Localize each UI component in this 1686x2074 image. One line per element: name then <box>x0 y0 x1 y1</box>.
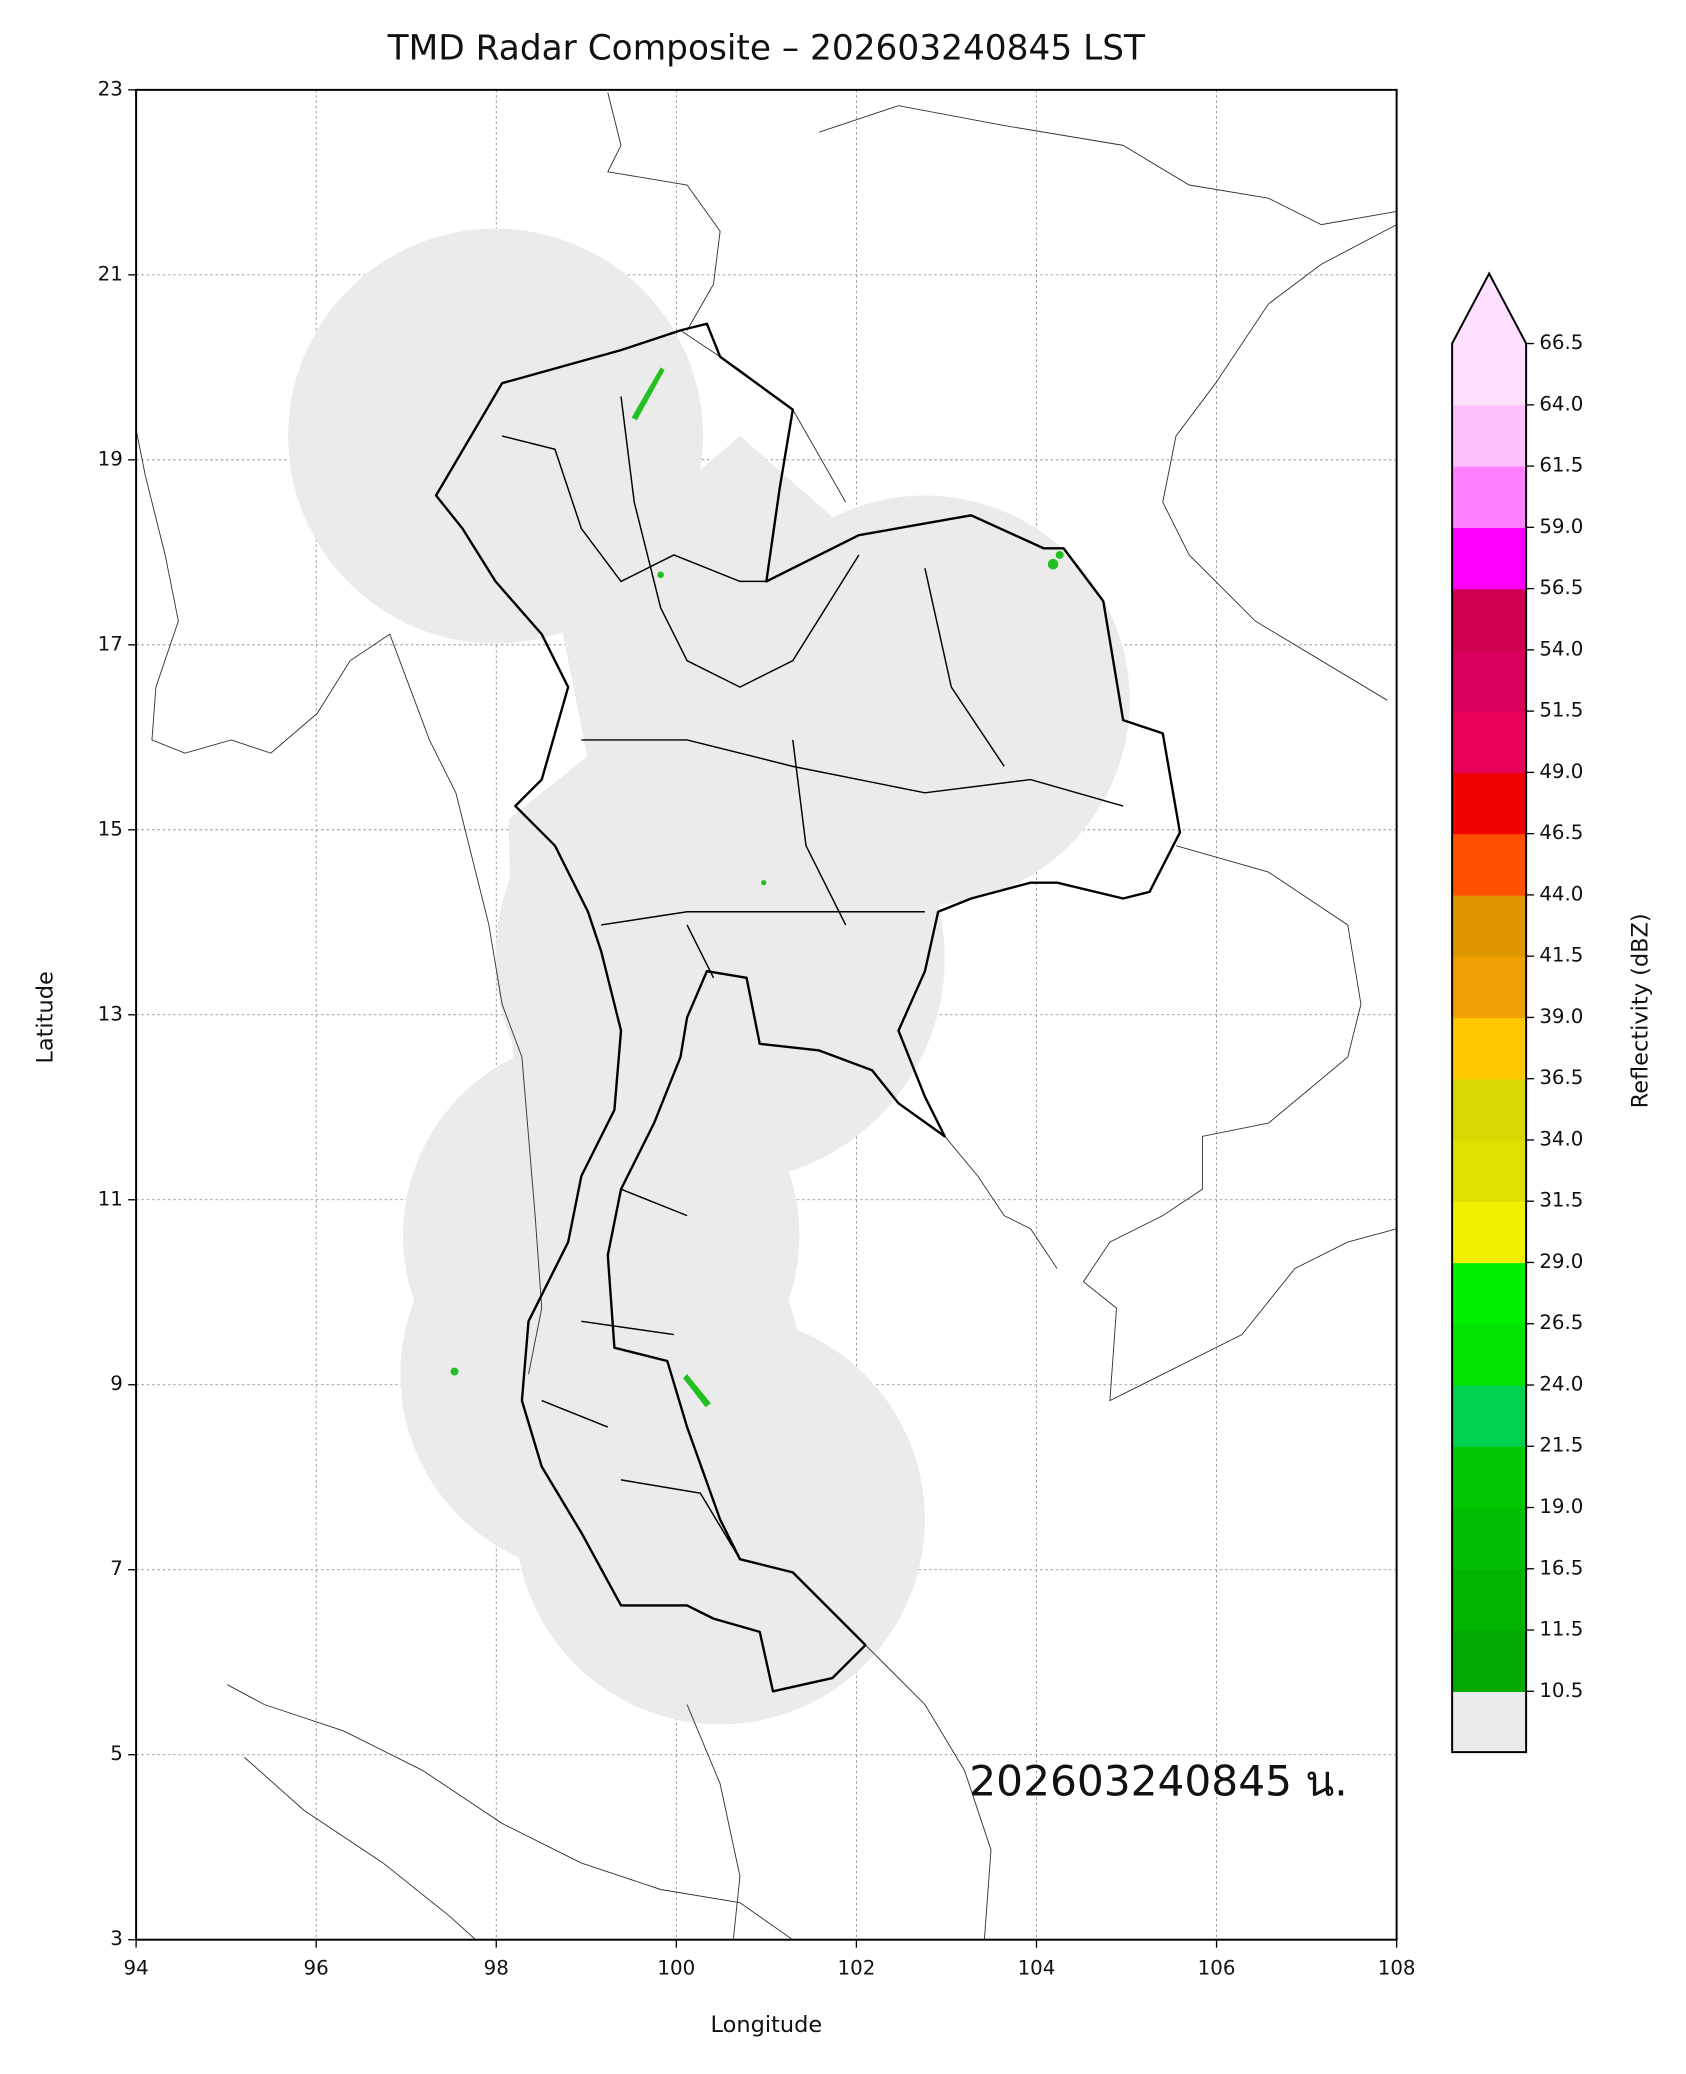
colorbar-tick-label: 29.0 <box>1539 1250 1583 1273</box>
colorbar-segment <box>1452 1017 1527 1080</box>
colorbar-tick-label: 59.0 <box>1539 515 1583 538</box>
colorbar-tick-label: 56.5 <box>1539 576 1583 599</box>
colorbar-tick-label: 16.5 <box>1539 1556 1583 1579</box>
y-tick-label: 23 <box>98 77 123 100</box>
colorbar-tick-label: 31.5 <box>1539 1189 1583 1212</box>
colorbar-tick-label: 54.0 <box>1539 637 1583 660</box>
colorbar-tick-label: 24.0 <box>1539 1372 1583 1395</box>
colorbar-over <box>1452 273 1527 344</box>
colorbar-segment <box>1452 894 1527 957</box>
colorbar-tick-label: 26.5 <box>1539 1311 1583 1334</box>
colorbar-segment <box>1452 527 1527 590</box>
colorbar-tick-label: 41.5 <box>1539 944 1583 967</box>
colorbar-segment <box>1452 1262 1527 1325</box>
x-tick-label: 108 <box>1378 1956 1416 1979</box>
colorbar-tick-label: 64.0 <box>1539 392 1583 415</box>
colorbar-tick-label: 39.0 <box>1539 1005 1583 1028</box>
x-tick-label: 94 <box>123 1956 148 1979</box>
y-tick-label: 19 <box>98 447 123 470</box>
title: TMD Radar Composite – 202603240845 LST <box>387 29 1146 69</box>
colorbar-segment <box>1452 1078 1527 1141</box>
y-tick-label: 13 <box>98 1002 123 1025</box>
colorbar: 10.5 11.5 16.5 19.0 21.5 24.0 26.5 29.0 31.5 34.0… <box>1451 271 1583 1754</box>
time-stamp: 202603240845 น. <box>969 1756 1347 1805</box>
colorbar-segment <box>1452 1507 1527 1570</box>
y-tick-label: 21 <box>98 262 123 285</box>
colorbar-tick-label: 51.5 <box>1539 699 1583 722</box>
y-tick-label: 7 <box>110 1557 123 1580</box>
colorbar-frame <box>1451 271 1528 1754</box>
colorbar-segment <box>1452 1201 1527 1264</box>
colorbar-tick-label: 34.0 <box>1539 1127 1583 1150</box>
colorbar-tick-label: 44.0 <box>1539 882 1583 905</box>
colorbar-tick-label: 66.5 <box>1539 331 1583 354</box>
colorbar-segment <box>1452 404 1527 467</box>
thailand <box>434 322 1182 1693</box>
x-tick-label: 104 <box>1018 1956 1056 1979</box>
y-tick-label: 3 <box>110 1927 123 1950</box>
colorbar-label: Reflectivity (dBZ) <box>1628 913 1654 1108</box>
colorbar-tick-label: 61.5 <box>1539 454 1583 477</box>
radar-coverage <box>288 228 1130 1725</box>
colorbar-segment <box>1452 1323 1527 1386</box>
colorbar-tick-label: 10.5 <box>1539 1679 1583 1702</box>
colorbar-segment <box>1452 1139 1527 1202</box>
echoes <box>450 367 1064 1408</box>
colorbar-segment <box>1452 343 1527 406</box>
axis-ticks: 94 96 98 100 102 104 106 108 3 5 7 9 11 13 15 17 19 21 23 <box>98 77 1416 1979</box>
coastlines <box>136 92 1397 1940</box>
y-tick-label: 15 <box>98 817 123 840</box>
colorbar-tick-label: 49.0 <box>1539 760 1583 783</box>
map <box>136 92 1397 1940</box>
colorbar-segment <box>1452 711 1527 774</box>
colorbar-segment <box>1452 1630 1527 1692</box>
y-tick-label: 17 <box>98 632 123 655</box>
colorbar-segment <box>1452 833 1527 896</box>
y-tick-label: 5 <box>110 1742 123 1765</box>
colorbar-segment <box>1452 956 1527 1019</box>
colorbar-tick-label: 36.5 <box>1539 1066 1583 1089</box>
colorbar-segment <box>1452 1568 1527 1631</box>
y-tick-label: 9 <box>110 1372 123 1395</box>
colorbar-segment <box>1452 772 1527 835</box>
x-tick-label: 98 <box>484 1956 509 1979</box>
colorbar-segment <box>1452 1384 1527 1447</box>
x-tick-label: 100 <box>657 1956 695 1979</box>
x-tick-label: 102 <box>838 1956 876 1979</box>
colorbar-tick-label: 19.0 <box>1539 1495 1583 1518</box>
colorbar-segment <box>1452 1446 1527 1509</box>
y-tick-label: 11 <box>98 1187 123 1210</box>
colorbar-tick-label: 21.5 <box>1539 1434 1583 1457</box>
colorbar-segment <box>1452 588 1527 651</box>
colorbar-tick-label: 11.5 <box>1539 1618 1583 1641</box>
colorbar-segment <box>1452 466 1527 528</box>
colorbar-under <box>1452 1691 1527 1753</box>
x-tick-label: 106 <box>1198 1956 1236 1979</box>
x-tick-label: 96 <box>304 1956 329 1979</box>
x-axis-label: Longitude <box>711 2012 823 2038</box>
colorbar-segment <box>1452 649 1527 712</box>
colorbar-tick-label: 46.5 <box>1539 821 1583 844</box>
y-axis-label: Latitude <box>33 971 59 1063</box>
